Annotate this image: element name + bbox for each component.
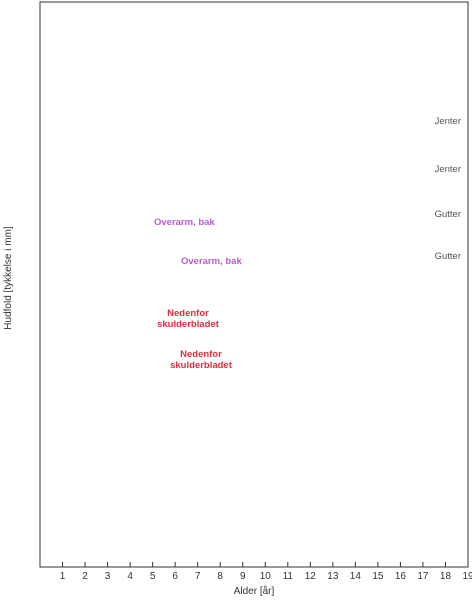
x-tick-label: 6 [172,571,178,582]
label-overarm-upper: Overarm, bak [154,217,215,228]
plot-frame [39,1,469,568]
x-tick-label: 12 [305,571,317,582]
x-tick-label: 4 [127,571,133,582]
x-tick-label: 8 [217,571,223,582]
label-overarm-lower: Overarm, bak [181,256,242,267]
x-tick-label: 14 [350,571,362,582]
x-axis-ticks: 1 2 3 4 5 6 7 8 9 10 11 12 13 14 15 16 17 18 19 [60,562,472,582]
label-jenter-red: Jenter [435,164,461,175]
label-nedenfor-upper-2: skulderbladet [157,319,220,330]
x-tick-label: 19 [462,571,472,582]
label-gutter-purple: Gutter [435,251,461,262]
x-tick-label: 17 [417,571,429,582]
x-tick-label: 3 [105,571,111,582]
label-nedenfor-lower-2: skulderbladet [170,360,233,371]
x-tick-label: 16 [395,571,407,582]
x-tick-label: 18 [440,571,452,582]
x-tick-label: 11 [283,571,294,582]
x-tick-label: 15 [372,571,384,582]
x-tick-label: 9 [240,571,246,582]
y-axis-title: Hudfold [tykkelse i mm] [3,226,14,330]
x-tick-label: 10 [260,571,272,582]
label-nedenfor-lower-1: Nedenfor [180,349,222,360]
x-tick-label: 13 [327,571,339,582]
label-nedenfor-upper-1: Nedenfor [167,308,209,319]
label-gutter-red: Gutter [435,209,461,220]
x-tick-label: 1 [60,571,66,582]
x-axis-title: Alder [år] [234,585,275,597]
label-jenter-purple: Jenter [435,116,461,127]
x-tick-label: 2 [82,571,88,582]
x-tick-label: 7 [195,571,201,582]
x-tick-label: 5 [150,571,156,582]
